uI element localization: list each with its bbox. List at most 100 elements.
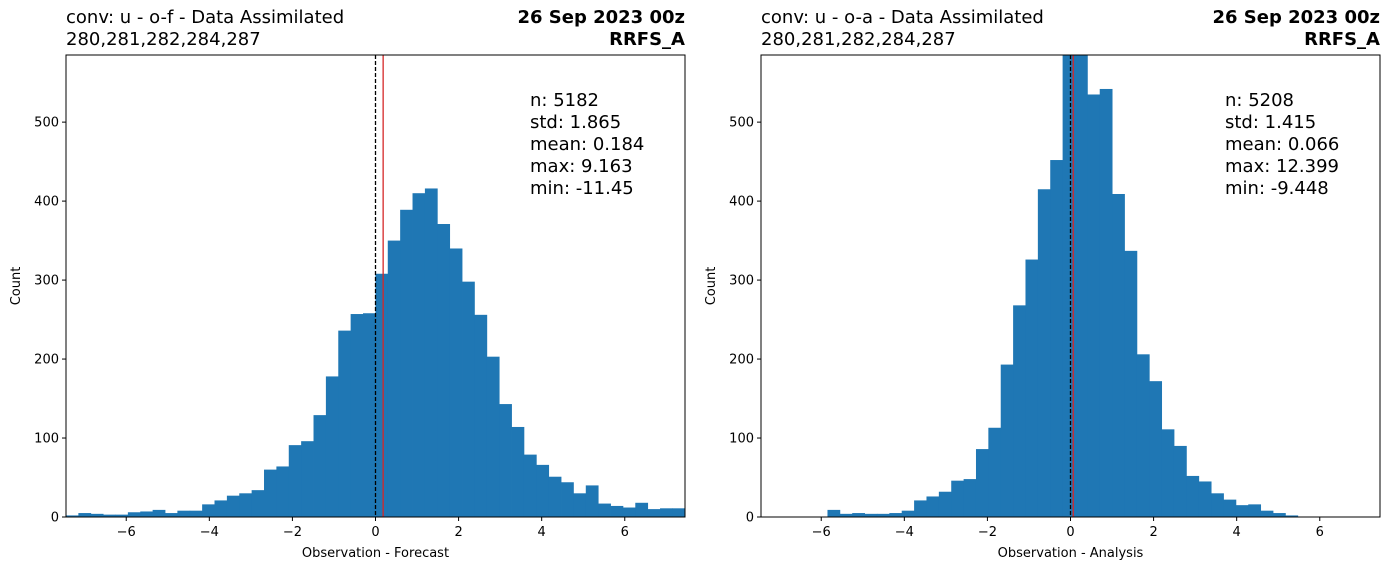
histogram-bar xyxy=(78,513,92,517)
histogram-bar xyxy=(226,495,240,517)
chart-title: conv: u - o-a - Data Assimilated 280,281… xyxy=(761,7,1044,51)
histogram-bar xyxy=(424,188,438,517)
y-axis-label: Count xyxy=(704,267,719,306)
histogram-bar xyxy=(115,514,129,517)
histogram-bar xyxy=(449,248,463,517)
histogram-panel-forecast: conv: u - o-f - Data Assimilated 280,281… xyxy=(9,7,686,561)
histogram-bars xyxy=(827,55,1299,517)
histogram-bar xyxy=(462,281,475,517)
chart-date-model: 26 Sep 2023 00z RRFS_A xyxy=(517,7,685,51)
histogram-bar xyxy=(1025,259,1039,517)
histogram-bar xyxy=(313,415,327,517)
histogram-bar xyxy=(301,441,314,517)
stats-text: std: 1.865 xyxy=(530,112,621,133)
histogram-bar xyxy=(1149,381,1163,517)
histogram-bar xyxy=(827,509,841,517)
histogram-bar xyxy=(1173,445,1187,517)
histogram-bar xyxy=(474,314,488,517)
histogram-bar xyxy=(951,480,965,517)
histogram-svg-forecast: −6 −4 −2 0 2 4 6 0 100 200 300 400 500 Observation - … xyxy=(9,54,686,561)
histogram-bar xyxy=(635,502,649,517)
stats-text: mean: 0.184 xyxy=(530,134,644,155)
histogram-bar xyxy=(988,427,1002,517)
histogram-bar xyxy=(412,193,426,517)
histogram-bar xyxy=(1211,493,1224,517)
histogram-bar xyxy=(536,464,550,517)
histogram-bar xyxy=(1186,475,1200,517)
histogram-bar xyxy=(647,509,661,517)
y-tick-label: 400 xyxy=(729,195,754,210)
y-tick-label: 100 xyxy=(729,432,754,447)
y-tick-label: 0 xyxy=(746,511,754,526)
y-tick-label: 500 xyxy=(729,116,754,131)
chart-date-model: 26 Sep 2023 00z RRFS_A xyxy=(1212,7,1380,51)
histogram-bar xyxy=(177,510,191,517)
histogram-bar xyxy=(975,449,989,517)
histogram-bar xyxy=(889,513,903,517)
histogram-bar xyxy=(1074,55,1088,517)
histogram-bar xyxy=(914,500,927,517)
histogram-bar xyxy=(660,508,673,517)
histogram-bar xyxy=(189,510,203,517)
histogram-bar xyxy=(938,491,952,517)
histogram-bar xyxy=(90,513,104,517)
histogram-bar xyxy=(202,504,215,517)
histogram-bar xyxy=(1062,55,1076,517)
y-tick-label: 100 xyxy=(34,432,59,447)
histogram-bar xyxy=(684,513,685,517)
x-tick-label: 2 xyxy=(454,525,462,540)
histogram-bar xyxy=(1223,499,1237,517)
histogram-bar xyxy=(363,313,376,517)
histogram-bar xyxy=(926,496,940,517)
histogram-bar xyxy=(1013,305,1026,517)
histogram-bar xyxy=(486,356,500,517)
histogram-bar xyxy=(1285,515,1299,517)
histogram-bar xyxy=(387,240,401,517)
histogram-bar xyxy=(350,314,364,517)
stats-text: min: -9.448 xyxy=(1225,178,1329,199)
histogram-bar xyxy=(152,509,166,517)
stats-text: n: 5182 xyxy=(530,90,599,111)
histogram-bar xyxy=(276,466,290,517)
histogram-bar xyxy=(1161,429,1175,517)
histogram-bar xyxy=(103,514,116,517)
x-tick-label: 0 xyxy=(1066,525,1074,540)
x-tick-label: −2 xyxy=(978,525,997,540)
x-tick-label: 0 xyxy=(371,525,379,540)
chart-date: 26 Sep 2023 00z xyxy=(1212,7,1380,28)
histogram-bar xyxy=(1198,481,1212,517)
histogram-svg-analysis: −6 −4 −2 0 2 4 6 0 100 200 300 400 500 Observation - … xyxy=(704,54,1381,561)
histogram-bar xyxy=(901,510,915,517)
histogram-bar xyxy=(437,224,451,517)
stats-text: max: 9.163 xyxy=(530,156,633,177)
chart-subtitle-line: 280,281,282,284,287 xyxy=(761,29,956,50)
y-tick-label: 300 xyxy=(34,274,59,289)
histogram-bar xyxy=(1273,513,1286,517)
histogram-bar xyxy=(140,511,154,517)
histogram-bar xyxy=(852,513,865,517)
x-tick-label: 4 xyxy=(1233,525,1241,540)
stats-text: max: 12.399 xyxy=(1225,156,1339,177)
histogram-bar xyxy=(511,426,525,517)
histogram-bar xyxy=(548,476,562,517)
histogram-bar xyxy=(1099,88,1113,517)
x-tick-label: 4 xyxy=(538,525,546,540)
y-tick-label: 300 xyxy=(729,274,754,289)
histogram-bar xyxy=(127,512,141,517)
x-tick-label: −6 xyxy=(812,525,831,540)
histogram-bar xyxy=(499,404,512,517)
chart-model: RRFS_A xyxy=(1304,29,1380,50)
histogram-bar xyxy=(1112,193,1125,517)
y-tick-label: 200 xyxy=(729,353,754,368)
histogram-bar xyxy=(610,505,624,517)
histogram-bar xyxy=(338,330,352,517)
histogram-bar xyxy=(66,515,79,517)
x-tick-label: 2 xyxy=(1149,525,1157,540)
histogram-bar xyxy=(165,513,178,517)
stats-text: n: 5208 xyxy=(1225,90,1294,111)
histogram-bar xyxy=(1087,94,1101,517)
chart-title-line: conv: u - o-f - Data Assimilated xyxy=(66,7,345,28)
histogram-bar xyxy=(573,493,587,517)
histogram-bar xyxy=(1235,505,1249,517)
histogram-bar xyxy=(1000,364,1014,517)
